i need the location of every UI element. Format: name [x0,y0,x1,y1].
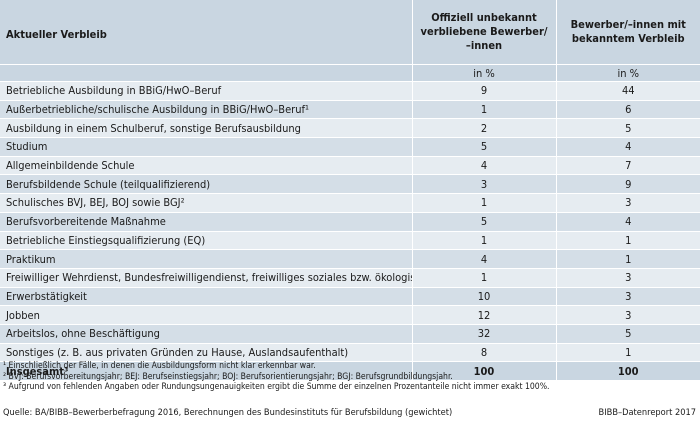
header-unknown-applicants: Offiziell unbekannt verbliebene Bewerber… [412,0,557,65]
table-row: Betriebliche Ausbildung in BBiG/HwO–Beru… [0,81,700,101]
row-value-known: 1 [556,249,700,269]
row-label: Arbeitslos, ohne Beschäftigung [0,323,413,344]
row-value-known: 3 [556,286,700,306]
data-table: Aktueller Verbleib Offiziell unbekannt v… [0,0,700,380]
row-value-known: 3 [556,193,700,213]
row-label: Praktikum [0,249,413,269]
table-row: Jobben 12 3 [0,305,700,325]
row-label: Freiwilliger Wehrdienst, Bundesfreiwilli… [0,267,413,288]
row-value-unknown: 1 [412,267,557,288]
row-label: Berufsbildende Schule (teilqualifizieren… [0,174,413,194]
row-value-unknown: 5 [412,211,557,231]
row-value-known: 4 [556,211,700,231]
unit-blank-cell [0,64,413,82]
row-value-unknown: 8 [412,342,557,362]
table-unit-row: in % in % [0,64,700,82]
footnote-1: ¹ Einschließlich der Fälle, in denen die… [3,361,316,371]
row-label: Berufsvorbereitende Maßnahme [0,211,413,231]
header-current-status: Aktueller Verbleib [0,0,413,65]
row-label: Allgemeinbildende Schule [0,155,413,175]
header-known-applicants: Bewerber/–innen mit bekanntem Verbleib [556,0,700,65]
source-note: Quelle: BA/BIBB–Bewerberbefragung 2016, … [3,407,453,418]
table-row: Allgemeinbildende Schule 4 7 [0,155,700,175]
row-value-unknown: 9 [412,81,557,101]
footnote-3: ³ Aufgrund von fehlenden Angaben oder Ru… [3,382,550,392]
row-value-known: 3 [556,305,700,325]
row-label: Sonstiges (z. B. aus privaten Gründen zu… [0,342,413,362]
table-body: Betriebliche Ausbildung in BBiG/HwO–Beru… [0,81,700,380]
table-row: Praktikum 4 1 [0,249,700,269]
row-value-known: 7 [556,155,700,175]
row-value-unknown: 32 [412,323,557,344]
row-value-known: 6 [556,99,700,119]
total-value-known: 100 [556,361,700,380]
unit-percent-col2: in % [412,64,557,82]
row-label: Studium [0,137,413,157]
row-value-unknown: 1 [412,99,557,119]
table-row: Freiwilliger Wehrdienst, Bundesfreiwilli… [0,267,700,288]
row-label: Betriebliche Einstiegsqualifizierung (EQ… [0,230,413,250]
footnote-2: ² BVJ: Berufsvorbereitungsjahr; BEJ: Ber… [3,371,453,382]
row-value-unknown: 5 [412,137,557,157]
table-row: Sonstiges (z. B. aus privaten Gründen zu… [0,342,700,362]
row-value-known: 5 [556,118,700,138]
unit-percent-col3: in % [556,64,700,82]
row-label: Erwerbstätigkeit [0,286,413,306]
table-row: Arbeitslos, ohne Beschäftigung 32 5 [0,323,700,344]
total-row: Insgesamt³ 100 100 [0,361,700,380]
row-label: Schulisches BVJ, BEJ, BOJ sowie BGJ² [0,193,413,213]
row-value-known: 44 [556,81,700,101]
row-value-unknown: 2 [412,118,557,138]
row-value-unknown: 1 [412,230,557,250]
footnotes: ¹ Einschließlich der Fälle, in denen die… [3,361,697,393]
row-value-unknown: 3 [412,174,557,194]
row-value-unknown: 12 [412,305,557,325]
table-row: Studium 5 4 [0,137,700,157]
row-value-known: 3 [556,267,700,288]
table-row: Erwerbstätigkeit 10 3 [0,286,700,306]
table-row: Ausbildung in einem Schulberuf, sonstige… [0,118,700,138]
row-value-known: 1 [556,342,700,362]
table-row: Berufsvorbereitende Maßnahme 5 4 [0,211,700,231]
table-row: Betriebliche Einstiegsqualifizierung (EQ… [0,230,700,250]
total-label: Insgesamt³ [0,361,413,380]
row-label: Betriebliche Ausbildung in BBiG/HwO–Beru… [0,81,413,101]
table-header-row: Aktueller Verbleib Offiziell unbekannt v… [0,0,700,65]
row-value-known: 1 [556,230,700,250]
table-row: Außerbetriebliche/schulische Ausbildung … [0,99,700,119]
row-label: Jobben [0,305,413,325]
row-label: Ausbildung in einem Schulberuf, sonstige… [0,118,413,138]
row-value-unknown: 4 [412,155,557,175]
row-value-unknown: 1 [412,193,557,213]
row-label: Außerbetriebliche/schulische Ausbildung … [0,99,413,119]
table-row: Schulisches BVJ, BEJ, BOJ sowie BGJ² 1 3 [0,193,700,213]
row-value-known: 4 [556,137,700,157]
total-value-unknown: 100 [412,361,557,380]
row-value-unknown: 10 [412,286,557,306]
row-value-known: 5 [556,323,700,344]
table-row: Berufsbildende Schule (teilqualifizieren… [0,174,700,194]
row-value-known: 9 [556,174,700,194]
row-value-unknown: 4 [412,249,557,269]
report-brand: BIBB–Datenreport 2017 [598,407,696,418]
